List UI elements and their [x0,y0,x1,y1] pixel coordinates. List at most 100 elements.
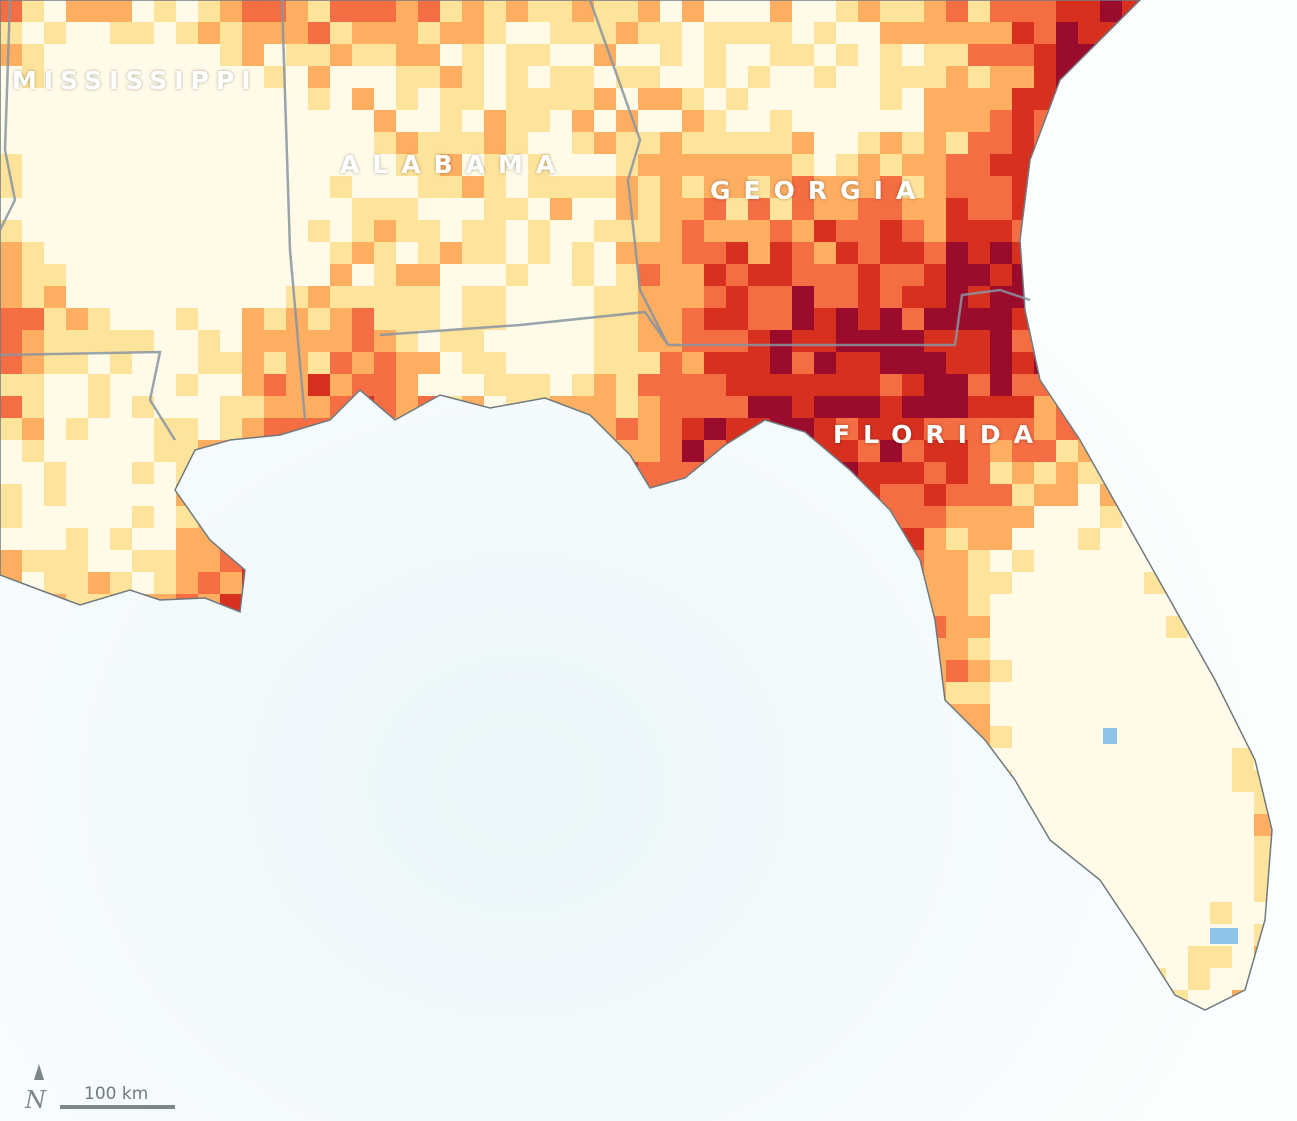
drought-cell [264,352,286,374]
drought-cell [836,154,858,176]
drought-cell [616,198,638,220]
drought-cell [506,132,528,154]
drought-cell [528,154,550,176]
drought-cell [110,286,132,308]
drought-cell [1144,902,1166,924]
drought-cell [550,220,572,242]
drought-cell [330,352,352,374]
drought-cell [1232,902,1254,924]
drought-cell [242,308,264,330]
drought-cell [220,286,242,308]
drought-cell [726,154,748,176]
drought-cell [990,682,1012,704]
drought-cell [44,110,66,132]
drought-cell [770,198,792,220]
drought-cell [990,726,1012,748]
drought-cell [176,418,198,440]
drought-cell [726,330,748,352]
drought-cell [1166,814,1188,836]
drought-cell [462,198,484,220]
drought-cell [924,154,946,176]
drought-cell [1166,726,1188,748]
drought-cell [1210,858,1232,880]
drought-cell [506,110,528,132]
drought-cell [968,22,990,44]
drought-cell [242,220,264,242]
drought-cell [418,0,440,22]
drought-cell [110,418,132,440]
drought-cell [968,198,990,220]
drought-cell [440,44,462,66]
drought-cell [22,462,44,484]
drought-cell [1188,836,1210,858]
drought-cell [946,462,968,484]
drought-cell [858,264,880,286]
drought-cell [1012,352,1034,374]
drought-cell [462,132,484,154]
drought-cell [792,154,814,176]
drought-cell [1078,638,1100,660]
drought-cell [484,0,506,22]
drought-cell [396,110,418,132]
drought-cell [990,44,1012,66]
drought-cell [528,88,550,110]
drought-cell [440,374,462,396]
drought-cell [770,308,792,330]
drought-cell [154,220,176,242]
drought-cell [858,286,880,308]
drought-cell [132,88,154,110]
drought-cell [44,374,66,396]
drought-cell [858,220,880,242]
drought-cell [88,528,110,550]
drought-cell [330,198,352,220]
drought-cell [264,88,286,110]
drought-cell [308,198,330,220]
drought-cell [308,308,330,330]
drought-cell [792,374,814,396]
drought-cell [924,0,946,22]
drought-cell [220,176,242,198]
drought-cell [1166,748,1188,770]
drought-cell [1122,550,1144,572]
drought-cell [1034,572,1056,594]
drought-cell [1254,814,1272,836]
drought-cell [902,308,924,330]
drought-cell [990,506,1012,528]
drought-cell [374,176,396,198]
drought-cell [880,462,902,484]
drought-cell [616,66,638,88]
drought-cell [44,154,66,176]
drought-cell [704,22,726,44]
drought-cell [44,44,66,66]
drought-cell [704,374,726,396]
drought-cell [528,198,550,220]
drought-cell [902,484,924,506]
drought-cell [22,44,44,66]
drought-cell [770,0,792,22]
drought-cell [66,242,88,264]
drought-cell [132,132,154,154]
drought-cell [330,220,352,242]
drought-cell [858,176,880,198]
drought-cell [440,22,462,44]
drought-cell [748,88,770,110]
drought-cell [22,330,44,352]
drought-cell [154,44,176,66]
drought-cell [1034,704,1056,726]
drought-cell [286,132,308,154]
border-ms-la-west [0,0,17,231]
drought-cell [44,132,66,154]
drought-cell [132,440,154,462]
drought-cell [132,572,154,594]
drought-cell [1122,792,1144,814]
drought-cell [572,110,594,132]
drought-cell [1188,704,1210,726]
drought-cell [1078,550,1100,572]
drought-cell [154,440,176,462]
drought-cell [110,374,132,396]
drought-cell [1144,594,1166,616]
drought-cell [330,176,352,198]
drought-cell [616,330,638,352]
drought-cell [1056,726,1078,748]
drought-cell [792,352,814,374]
